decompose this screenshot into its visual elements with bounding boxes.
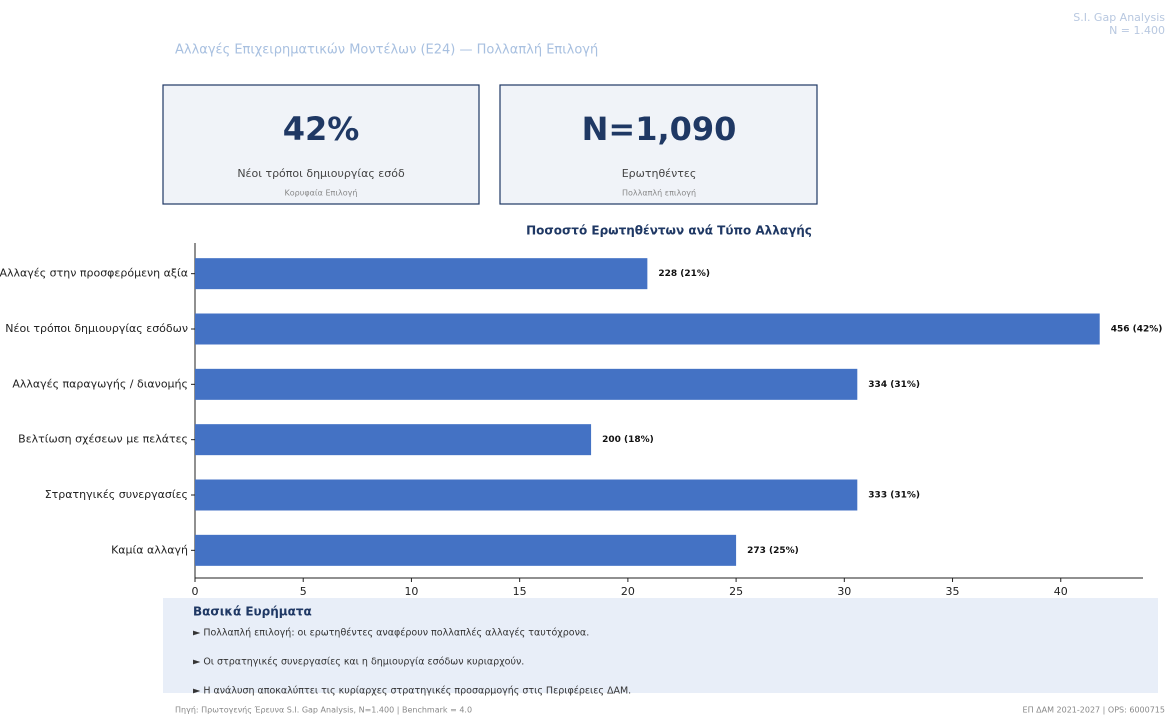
y-tick-label: Νέοι τρόποι δημιουργίας εσόδων (5, 322, 188, 335)
finding: ► Πολλαπλή επιλογή: οι ερωτηθέντες αναφέ… (193, 628, 589, 639)
footer-source: Πηγή: Πρωτογενής Έρευνα S.I. Gap Analysi… (175, 706, 472, 715)
footer-ref: ΕΠ ΔΑΜ 2021-2027 | OPS: 6000715 (1023, 706, 1165, 715)
value-label: 334 (31%) (868, 380, 920, 390)
y-tick-label: Αλλαγές παραγωγής / διανομής (12, 377, 188, 390)
y-tick-label: Αλλαγές στην προσφερόμενη αξία (0, 267, 188, 280)
chart-title: Ποσοστό Ερωτηθέντων ανά Τύπο Αλλαγής (526, 224, 812, 238)
x-tick-label: 20 (621, 585, 635, 598)
finding: ► Οι στρατηγικές συνεργασίες και η δημιο… (193, 657, 524, 668)
findings-box (163, 598, 1158, 693)
kpi-note: Πολλαπλή επιλογή (622, 189, 696, 198)
kpi-value: 42% (283, 110, 360, 148)
value-label: 200 (18%) (602, 435, 654, 445)
value-label: 228 (21%) (658, 269, 710, 279)
kpi-label: Νέοι τρόποι δημιουργίας εσόδ (237, 167, 405, 180)
kpi-card (162, 84, 480, 205)
kpi-value: N=1,090 (582, 110, 737, 148)
badge: S.I. Gap Analysis (1073, 11, 1165, 24)
bar (195, 313, 1100, 345)
bar (195, 479, 858, 511)
bar (195, 424, 592, 456)
x-tick-label: 30 (837, 585, 851, 598)
bar (195, 534, 737, 566)
y-tick-label: Βελτίωση σχέσεων με πελάτες (18, 433, 188, 446)
x-tick-label: 0 (192, 585, 199, 598)
y-tick-label: Στρατηγικές συνεργασίες (45, 488, 188, 501)
x-tick-label: 25 (729, 585, 743, 598)
finding: ► Η ανάλυση αποκαλύπτει τις κυρίαρχες στ… (193, 686, 631, 697)
bar (195, 368, 858, 400)
kpi-card (499, 84, 818, 205)
value-label: 333 (31%) (868, 491, 920, 501)
kpi-note: Κορυφαία Επιλογή (285, 189, 358, 198)
value-label: 273 (25%) (747, 546, 799, 556)
x-tick-label: 35 (946, 585, 960, 598)
kpi-label: Ερωτηθέντες (622, 167, 697, 180)
x-tick-label: 15 (513, 585, 527, 598)
page-title: Αλλαγές Επιχειρηματικών Μοντέλων (E24) —… (175, 43, 598, 58)
x-tick-label: 5 (300, 585, 307, 598)
bar (195, 258, 648, 290)
x-tick-label: 10 (404, 585, 418, 598)
findings-title: Βασικά Ευρήματα (193, 605, 312, 619)
value-label: 456 (42%) (1111, 325, 1163, 335)
y-tick-label: Καμία αλλαγή (111, 543, 188, 556)
badge: N = 1.400 (1109, 24, 1165, 37)
x-tick-label: 40 (1054, 585, 1068, 598)
